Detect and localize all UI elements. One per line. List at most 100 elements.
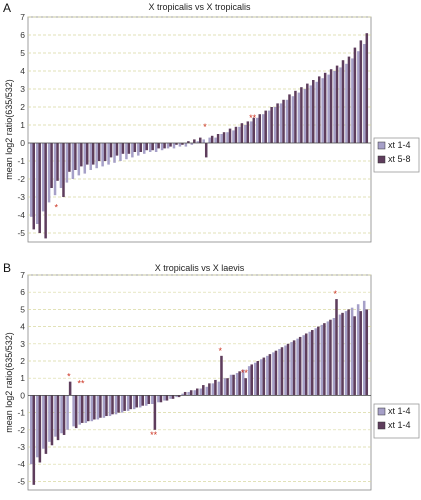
bar: [143, 143, 146, 154]
bar: [217, 381, 221, 396]
bar: [226, 378, 229, 396]
bar: [323, 72, 327, 143]
y-tick-label: 6: [20, 30, 25, 40]
bar: [350, 307, 354, 396]
bar: [288, 94, 291, 143]
y-tick-label: 4: [20, 322, 25, 332]
bar: [244, 378, 247, 396]
bar: [199, 137, 202, 143]
bar: [303, 89, 307, 143]
bar: [38, 395, 42, 463]
y-tick-label: -3: [17, 442, 25, 452]
significance-marker: **: [150, 430, 158, 440]
bar: [89, 143, 92, 170]
bar: [220, 355, 223, 396]
bar: [44, 143, 47, 239]
significance-marker: **: [241, 368, 249, 378]
bar: [260, 359, 263, 396]
y-tick-label: -2: [17, 174, 25, 184]
y-tick-label: 4: [20, 66, 25, 76]
bar: [126, 395, 130, 411]
bar: [278, 348, 281, 396]
bar: [247, 366, 251, 396]
bar: [157, 395, 160, 403]
bar: [178, 143, 182, 147]
significance-marker: **: [77, 379, 85, 389]
bar: [111, 395, 114, 415]
bar: [80, 143, 83, 167]
panel-label: A: [3, 1, 11, 15]
bar: [202, 139, 205, 143]
bar: [44, 395, 48, 454]
bar: [97, 143, 101, 161]
bar: [229, 374, 233, 396]
bar: [199, 388, 203, 396]
bar: [261, 114, 265, 143]
bar: [141, 395, 145, 406]
bar: [266, 355, 269, 396]
bar: [169, 143, 172, 147]
bar: [137, 143, 140, 156]
bar: [267, 110, 271, 143]
bar: [36, 395, 39, 458]
bar: [35, 143, 39, 224]
bar: [312, 80, 315, 143]
y-tick-label: 6: [20, 287, 25, 297]
bar: [353, 47, 357, 143]
bar: [181, 143, 184, 145]
y-tick-label: -1: [17, 156, 25, 166]
bar: [234, 126, 238, 143]
bar: [216, 134, 220, 143]
bar: [256, 117, 259, 143]
bar: [117, 395, 120, 413]
bar: [306, 83, 309, 143]
bar: [314, 328, 318, 396]
bar: [323, 323, 326, 396]
bar: [246, 121, 250, 143]
bar: [284, 345, 287, 396]
bar: [359, 40, 363, 143]
bar: [115, 143, 119, 156]
bar: [335, 65, 339, 143]
bar: [181, 393, 184, 396]
y-tick-label: 2: [20, 102, 25, 112]
bar: [232, 374, 235, 396]
bar: [222, 132, 226, 143]
bar: [240, 123, 244, 143]
significance-marker: *: [55, 202, 59, 212]
bar: [147, 395, 151, 404]
legend-label: xt 1-4: [388, 406, 411, 416]
bar: [300, 87, 303, 143]
bar: [311, 330, 314, 396]
bar: [193, 139, 196, 143]
bar: [238, 126, 241, 143]
y-tick-label: -1: [17, 408, 25, 418]
bar: [274, 350, 278, 396]
bar: [165, 395, 169, 401]
bar: [365, 309, 369, 396]
bar: [172, 143, 176, 149]
bar: [78, 395, 81, 425]
bar: [145, 395, 148, 406]
bar: [62, 143, 65, 197]
bar: [138, 395, 142, 408]
bar: [184, 143, 188, 147]
bar: [93, 395, 96, 420]
bar: [365, 33, 369, 144]
bar: [235, 373, 239, 396]
bar: [241, 369, 245, 396]
bar: [195, 388, 199, 396]
bar: [363, 44, 366, 143]
y-tick-label: 7: [20, 270, 25, 280]
bar: [223, 378, 227, 396]
y-tick-label: 5: [20, 48, 25, 58]
bar: [220, 134, 223, 143]
bar: [208, 137, 211, 143]
bar: [210, 135, 214, 143]
y-tick-label: -5: [17, 476, 25, 486]
bar: [290, 342, 293, 396]
chart-title: X tropicalis vs X tropicalis: [148, 2, 251, 12]
bar: [292, 340, 296, 396]
bar: [175, 143, 178, 145]
